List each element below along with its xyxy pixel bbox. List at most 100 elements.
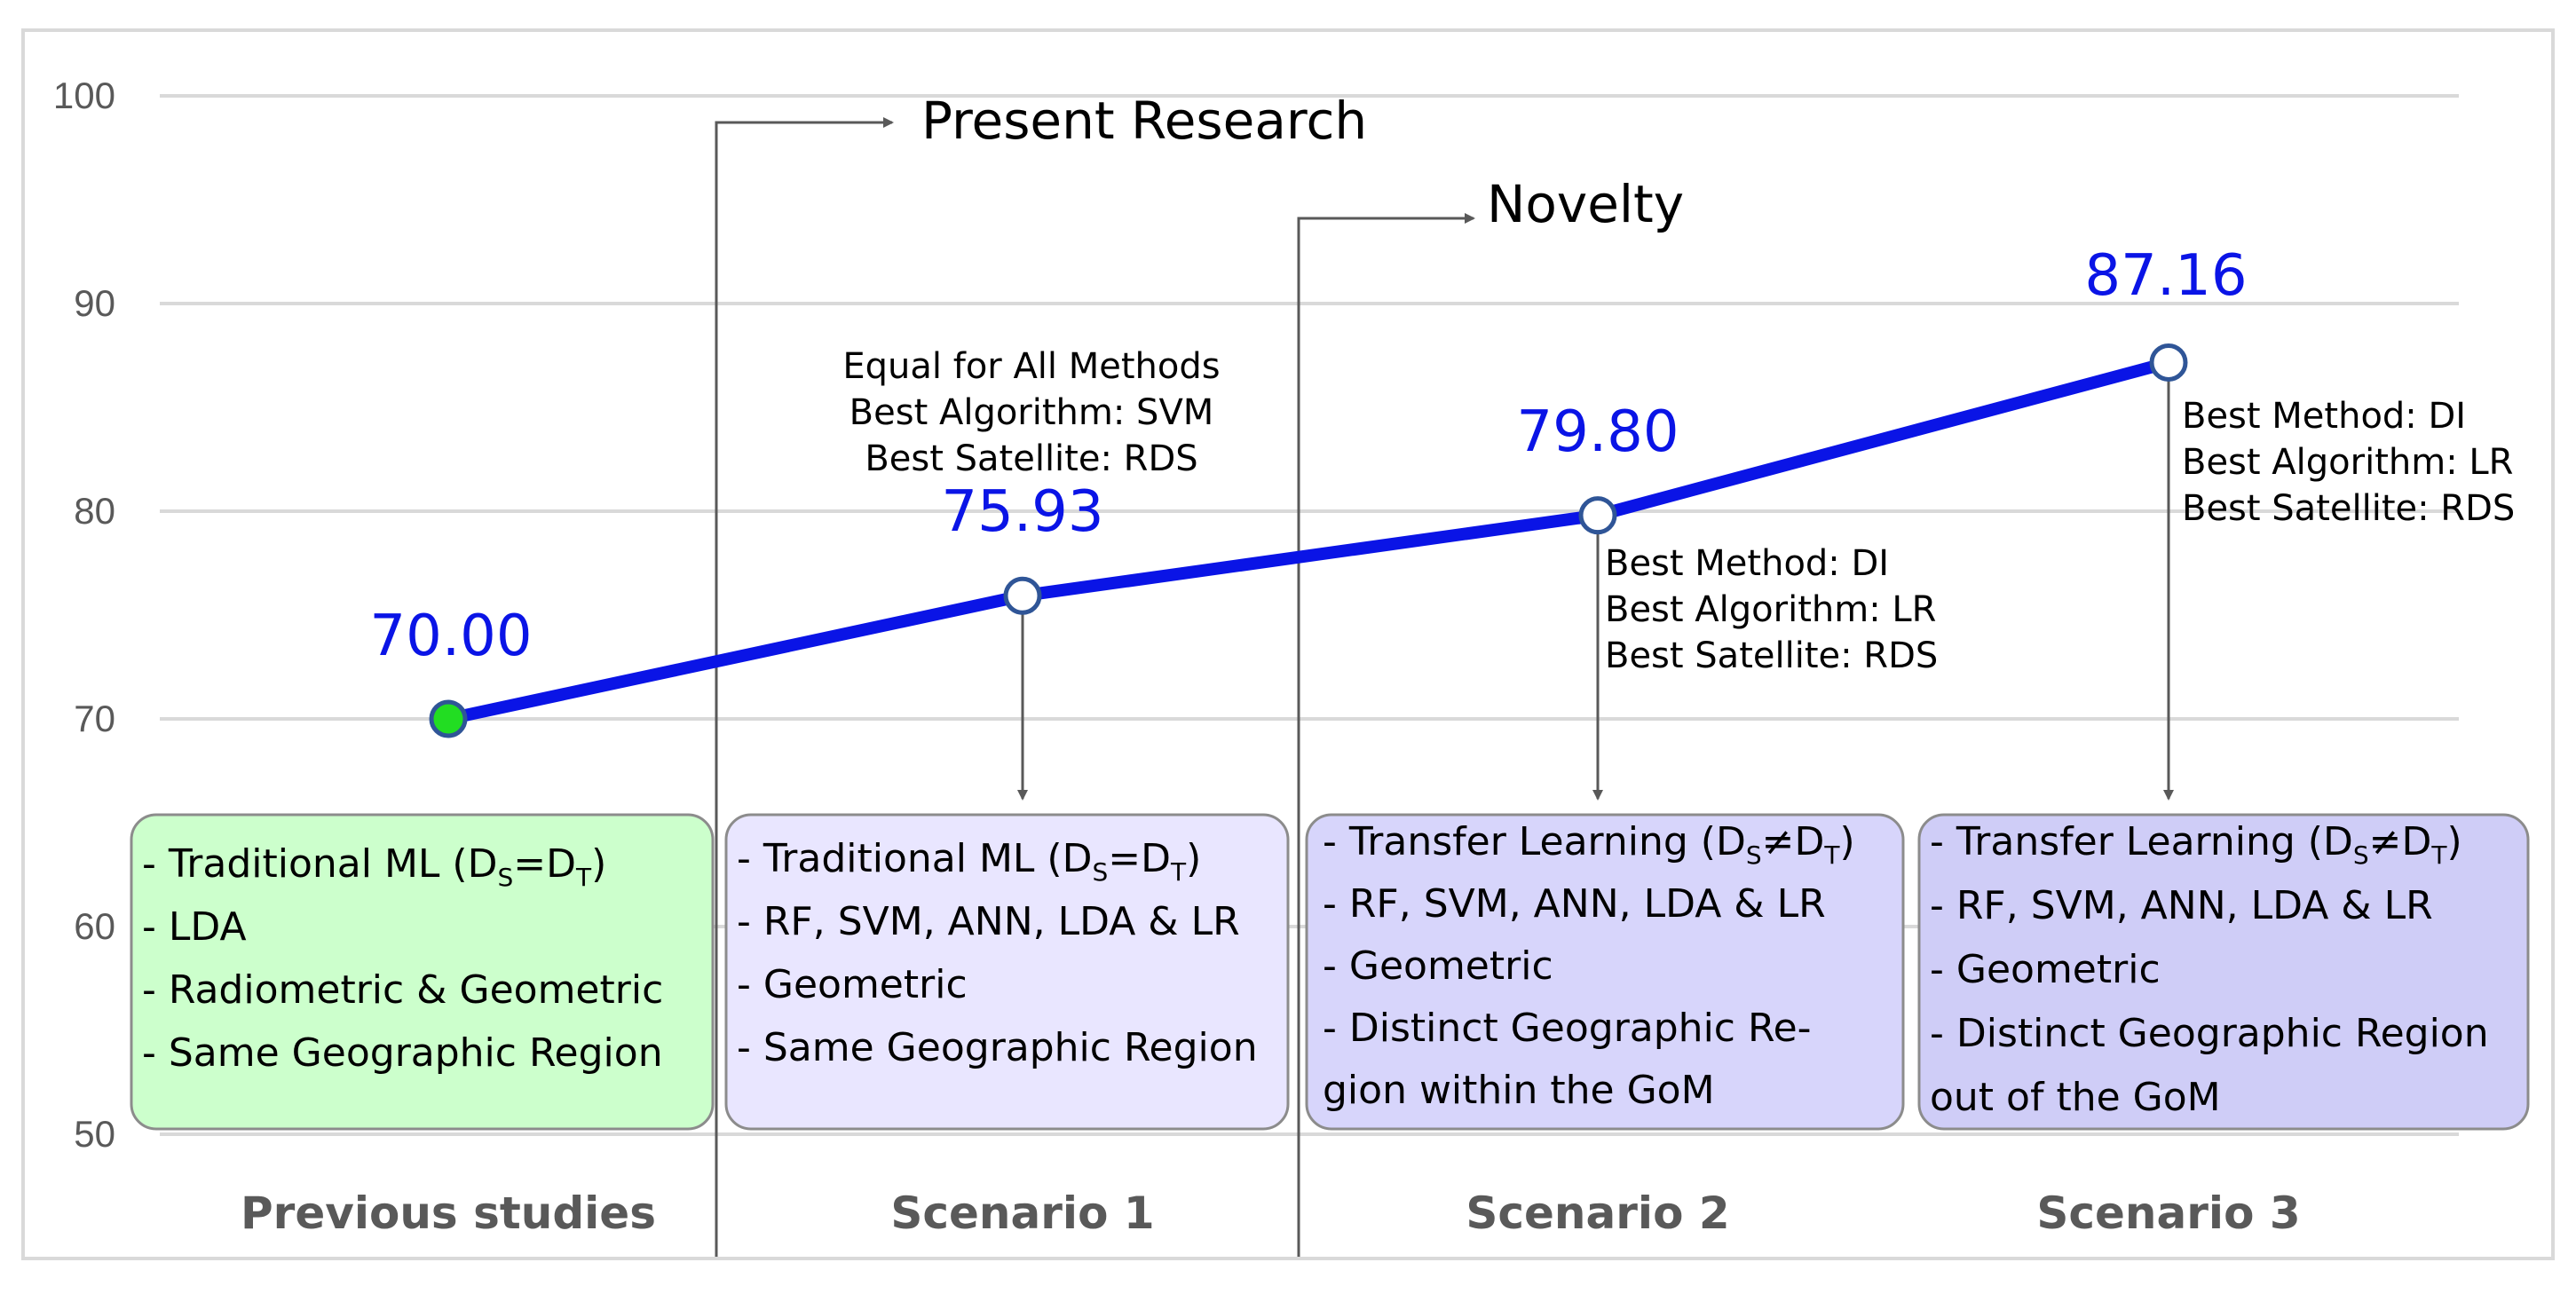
scenario-box-bg xyxy=(130,813,715,1131)
scenario-box-bg xyxy=(724,813,1290,1131)
data-labels: 70.00 75.93 79.80 87.16 xyxy=(369,243,2247,669)
annotation: Equal for All Methods Best Algorithm: SVM… xyxy=(842,346,1220,479)
box-text-segment: ) xyxy=(591,841,606,887)
box-text-segment: - Geometric xyxy=(1930,947,2161,992)
scenario-boxes: - Traditional ML (DS=DT)- LDA- Radiometr… xyxy=(130,813,2530,1131)
box-text-segment: ) xyxy=(1839,819,1854,864)
callout-label: Novelty xyxy=(1487,174,1684,234)
scenario-box: - Transfer Learning (DS≠DT) - RF, SVM, AN… xyxy=(1917,813,2530,1131)
box-line: gion within the GoM xyxy=(1323,1068,1715,1113)
annotation: Best Method: DI Best Algorithm: LR Best Sa… xyxy=(1605,543,1938,676)
box-text-segment: S xyxy=(2353,840,2369,870)
box-line: - LDA xyxy=(142,904,247,950)
box-text-segment: - Geometric xyxy=(737,962,968,1007)
box-line: - Transfer Learning (DS≠DT) xyxy=(1323,819,1855,870)
box-line: - Traditional ML (DS=DT) xyxy=(142,841,606,892)
box-text-segment: T xyxy=(1823,840,1840,870)
data-label: 87.16 xyxy=(2084,243,2247,309)
scenario-box-bg xyxy=(1917,813,2530,1131)
series xyxy=(429,343,2188,738)
box-line: - Same Geographic Region xyxy=(737,1025,1258,1070)
box-line: - Geometric xyxy=(1323,943,1553,989)
box-text-segment: - LDA xyxy=(142,904,247,950)
annotation-line: Best Algorithm: LR xyxy=(2182,442,2513,483)
annotation-line: Best Algorithm: LR xyxy=(1605,589,1936,630)
box-line: - Same Geographic Region xyxy=(142,1030,663,1076)
box-line: - RF, SVM, ANN, LDA & LR xyxy=(737,899,1240,944)
box-text-segment: - Traditional ML (D xyxy=(142,841,497,887)
data-point xyxy=(1578,496,1617,535)
box-text-segment: - RF, SVM, ANN, LDA & LR xyxy=(1930,883,2433,928)
box-line: - Traditional ML (DS=DT) xyxy=(737,836,1201,887)
data-label: 70.00 xyxy=(369,604,532,669)
x-category-label: Scenario 1 xyxy=(890,1187,1154,1239)
box-text-segment: ≠D xyxy=(2369,819,2432,864)
box-text-segment: out of the GoM xyxy=(1930,1075,2221,1120)
y-tick-label: 60 xyxy=(74,905,115,947)
x-category-label: Scenario 3 xyxy=(2036,1187,2300,1239)
data-label: 75.93 xyxy=(941,479,1103,545)
data-point xyxy=(429,699,468,738)
drop-arrows xyxy=(1017,380,2174,801)
callout-label: Present Research xyxy=(921,91,1367,151)
series-line xyxy=(442,356,2175,725)
annotation-line: Best Algorithm: SVM xyxy=(849,392,1214,433)
box-text-segment: ) xyxy=(1186,836,1201,881)
box-text-segment: =D xyxy=(513,841,576,887)
y-axis-ticks: 100 90 80 70 60 50 xyxy=(53,75,115,1155)
box-text-segment: - Same Geographic Region xyxy=(142,1030,663,1076)
box-text-segment: ≠D xyxy=(1762,819,1825,864)
x-category-label: Previous studies xyxy=(241,1187,656,1239)
box-text-segment: T xyxy=(2430,840,2447,870)
scenario-box: - Transfer Learning (DS≠DT) - RF, SVM, AN… xyxy=(1305,813,1905,1131)
box-text-segment: ) xyxy=(2446,819,2461,864)
box-text-segment: =D xyxy=(1108,836,1171,881)
y-tick-label: 70 xyxy=(74,698,115,739)
annotations: Equal for All Methods Best Algorithm: SVM… xyxy=(842,346,2515,676)
y-tick-label: 50 xyxy=(74,1113,115,1155)
box-text-segment: - Same Geographic Region xyxy=(737,1025,1258,1070)
data-label: 79.80 xyxy=(1516,399,1679,465)
box-text-segment: - Transfer Learning (D xyxy=(1323,819,1746,864)
box-line: - Radiometric & Geometric xyxy=(142,967,663,1013)
data-point xyxy=(2149,343,2188,382)
box-line: - Geometric xyxy=(737,962,968,1007)
box-text-segment: - RF, SVM, ANN, LDA & LR xyxy=(1323,881,1826,927)
box-text-segment: - Transfer Learning (D xyxy=(1930,819,2353,864)
annotation-line: Best Satellite: RDS xyxy=(2182,488,2515,529)
box-text-segment: S xyxy=(1092,857,1108,887)
annotation-line: Equal for All Methods xyxy=(842,346,1220,387)
box-line: - Geometric xyxy=(1930,947,2161,992)
annotation-line: Best Method: DI xyxy=(1605,543,1889,584)
box-text-segment: - Distinct Geographic Region xyxy=(1930,1011,2489,1056)
callouts: Present Research Novelty xyxy=(715,91,1684,1257)
annotation-line: Best Satellite: RDS xyxy=(865,438,1197,479)
box-line: - Transfer Learning (DS≠DT) xyxy=(1930,819,2462,870)
box-text-segment: T xyxy=(575,863,592,892)
data-point xyxy=(1003,576,1042,615)
x-axis-categories: Previous studies Scenario 1 Scenario 2 Scen… xyxy=(241,1187,2301,1239)
annotation-line: Best Method: DI xyxy=(2182,396,2466,437)
box-text-segment: - Traditional ML (D xyxy=(737,836,1092,881)
y-tick-label: 90 xyxy=(74,282,115,324)
callout-arrow xyxy=(1297,213,1475,1257)
box-line: - RF, SVM, ANN, LDA & LR xyxy=(1930,883,2433,928)
box-text-segment: - RF, SVM, ANN, LDA & LR xyxy=(737,899,1240,944)
x-category-label: Scenario 2 xyxy=(1466,1187,1729,1239)
box-text-segment: - Distinct Geographic Re- xyxy=(1323,1006,1812,1051)
box-line: out of the GoM xyxy=(1930,1075,2221,1120)
y-tick-label: 80 xyxy=(74,490,115,532)
annotation-line: Best Satellite: RDS xyxy=(1605,635,1938,676)
box-text-segment: S xyxy=(497,863,513,892)
scenario-box: - Traditional ML (DS=DT) - RF, SVM, ANN, … xyxy=(724,813,1290,1131)
box-text-segment: gion within the GoM xyxy=(1323,1068,1715,1113)
annotation: Best Method: DI Best Algorithm: LR Best Sa… xyxy=(2182,396,2515,529)
scenario-box: - Traditional ML (DS=DT) - LDA - Radiometr… xyxy=(130,813,715,1131)
box-line: - Distinct Geographic Region xyxy=(1930,1011,2489,1056)
box-text-segment: - Geometric xyxy=(1323,943,1553,989)
callout-arrow xyxy=(715,117,894,1257)
scenario-box-bg xyxy=(1305,813,1905,1131)
box-line: - Distinct Geographic Re- xyxy=(1323,1006,1812,1051)
box-text-segment: T xyxy=(1170,857,1187,887)
